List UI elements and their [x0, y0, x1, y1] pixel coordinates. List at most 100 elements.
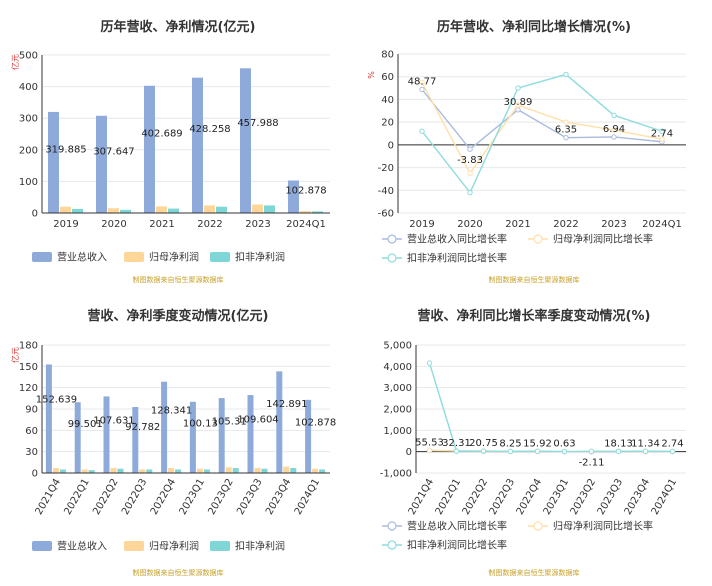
data-label-2022q3: 8.25 — [499, 438, 521, 449]
data-label-2022: 428.258 — [189, 124, 230, 135]
y-unit-label: 亿元 — [10, 54, 20, 70]
data-label-2023q4: 142.891 — [266, 399, 307, 410]
chart-title: 营收、净利季度变动情况(亿元) — [88, 308, 269, 324]
point-2022q4-s2 — [534, 448, 541, 454]
y-tick-label: -20 — [378, 163, 394, 174]
bar-2022q1-s1 — [81, 469, 88, 473]
bar-2023-s1 — [252, 204, 263, 213]
point-2022-s2 — [563, 71, 569, 78]
data-label-2022q2: 107.631 — [93, 415, 134, 426]
y-tick-label: 20 — [381, 118, 394, 129]
bar-2023q2-s0 — [218, 398, 225, 473]
x-tick-label: 2024Q1 — [650, 477, 679, 517]
legend-swatch-rev — [32, 541, 52, 551]
x-tick-label: 2023Q1 — [542, 477, 571, 517]
x-tick-label: 2024Q1 — [642, 219, 682, 230]
bar-2021-s2 — [168, 208, 179, 213]
bar-2024q1-s2 — [319, 469, 326, 473]
y-unit-label: 亿元 — [10, 347, 20, 363]
bar-2023-s2 — [264, 205, 275, 213]
data-label-2022q1: 32.31 — [442, 438, 471, 449]
bar-2019-s0 — [48, 111, 59, 213]
x-tick-label: 2022 — [553, 219, 578, 230]
y-tick-label: 500 — [19, 51, 38, 62]
data-label-2023q3: 109.604 — [237, 414, 278, 425]
x-tick-label: 2022Q4 — [515, 477, 544, 517]
x-tick-label: 2022Q3 — [120, 477, 149, 517]
legend-swatch-ded — [210, 252, 230, 262]
data-label-2023q1: 0.63 — [553, 439, 575, 450]
legend-marker-net — [533, 234, 543, 244]
data-label-2021: 30.89 — [504, 97, 533, 108]
x-tick-label: 2022Q1 — [434, 477, 463, 517]
data-label-2024q1: 102.878 — [285, 185, 326, 196]
x-tick-label: 2022Q2 — [91, 477, 120, 517]
bar-2023q4-s0 — [276, 371, 283, 473]
x-tick-label: 2024Q1 — [293, 477, 322, 517]
source-note: 制图数据来自恒生聚源数据库 — [133, 275, 224, 284]
data-label-2019: 48.77 — [408, 76, 437, 87]
x-tick-label: 2022Q3 — [488, 477, 517, 517]
y-tick-label: 0 — [388, 140, 394, 151]
point-2022-s1 — [563, 119, 569, 125]
point-2019-s2 — [419, 128, 425, 134]
y-tick-label: 4,000 — [383, 362, 412, 373]
data-label-2023q4: 11.34 — [631, 438, 660, 449]
y-unit-label: % — [367, 71, 376, 79]
point-2023-s1 — [611, 127, 617, 133]
annual-growth-svg: 历年营收、净利同比增长情况(%) % 制图数据来自恒生聚源数据库 -60 -40 -… — [367, 19, 686, 284]
x-tick-label: 2022Q1 — [62, 477, 91, 517]
bar-2020-s1 — [108, 208, 119, 213]
legend-marker-rev — [387, 234, 397, 244]
point-2021-s1 — [515, 102, 521, 108]
point-2023-s0 — [611, 134, 617, 140]
bar-2023-s0 — [240, 68, 251, 214]
annual-revenue-profit-chart: 历年营收、净利情况(亿元) 亿元 制图数据来自恒生聚源数据库 0 100 200 30… — [0, 0, 356, 293]
bar-2023q1-s2 — [203, 469, 210, 473]
point-2021q4-s2 — [426, 360, 433, 366]
legend-swatch-ded — [210, 541, 230, 551]
bar-2019-s1 — [60, 206, 71, 213]
x-tick-label: 2020 — [101, 219, 126, 230]
bar-2024q1-s0 — [305, 399, 312, 473]
bar-2022q4-s0 — [161, 381, 168, 473]
data-label-2022: 6.35 — [555, 125, 577, 136]
bar-2021q4-s2 — [59, 469, 66, 473]
quarterly-growth-svg: 营收、净利同比增长率季度变动情况(%) 制图数据来自恒生聚源数据库 -1,000… — [380, 308, 686, 577]
bar-2022q4-s1 — [168, 468, 175, 473]
x-tick-label: 2022Q4 — [149, 477, 178, 517]
y-tick-label: 300 — [19, 114, 38, 125]
source-note: 制图数据来自恒生聚源数据库 — [489, 568, 580, 577]
x-tick-label: 2023Q2 — [569, 477, 598, 517]
x-tick-label: 2021Q4 — [407, 477, 436, 517]
bar-2023q2-s1 — [225, 467, 232, 473]
bar-2022q2-s1 — [110, 468, 117, 473]
bar-2022q1-s2 — [88, 470, 95, 473]
bar-2022q3-s1 — [139, 469, 146, 473]
legend-marker-ded — [387, 253, 397, 263]
bar-2021q4-s1 — [52, 468, 59, 473]
y-tick-label: -1,000 — [380, 469, 412, 480]
x-tick-label: 2021 — [505, 219, 530, 230]
data-label-2023q2: -2.11 — [579, 458, 605, 469]
legend-label: 归母净利润同比增长率 — [553, 233, 653, 246]
source-note: 制图数据来自恒生聚源数据库 — [133, 568, 224, 577]
x-tick-label: 2022Q2 — [461, 477, 490, 517]
data-label-2022q4: 15.92 — [523, 438, 552, 449]
point-2022q2-s2 — [480, 448, 487, 454]
y-tick-label: -60 — [378, 209, 394, 220]
bar-2022-s2 — [216, 206, 227, 213]
point-2019-s0 — [419, 86, 425, 93]
series-line-s1 — [421, 82, 663, 175]
point-2021q4-s1 — [426, 447, 433, 454]
bar-2023q4-s2 — [290, 468, 297, 473]
bar-2022-s0 — [192, 77, 203, 213]
data-label-2022q2: 20.75 — [469, 438, 498, 449]
data-label-2021: 402.689 — [141, 129, 182, 140]
x-tick-label: 2023Q1 — [178, 477, 207, 517]
bar-2022q2-s2 — [117, 468, 124, 473]
bar-2022q3-s2 — [146, 469, 153, 473]
quarterly-growth-chart: 营收、净利同比增长率季度变动情况(%) 制图数据来自恒生聚源数据库 -1,000… — [356, 293, 712, 586]
y-tick-label: 60 — [25, 426, 38, 437]
data-label-2023: 6.94 — [603, 124, 625, 135]
